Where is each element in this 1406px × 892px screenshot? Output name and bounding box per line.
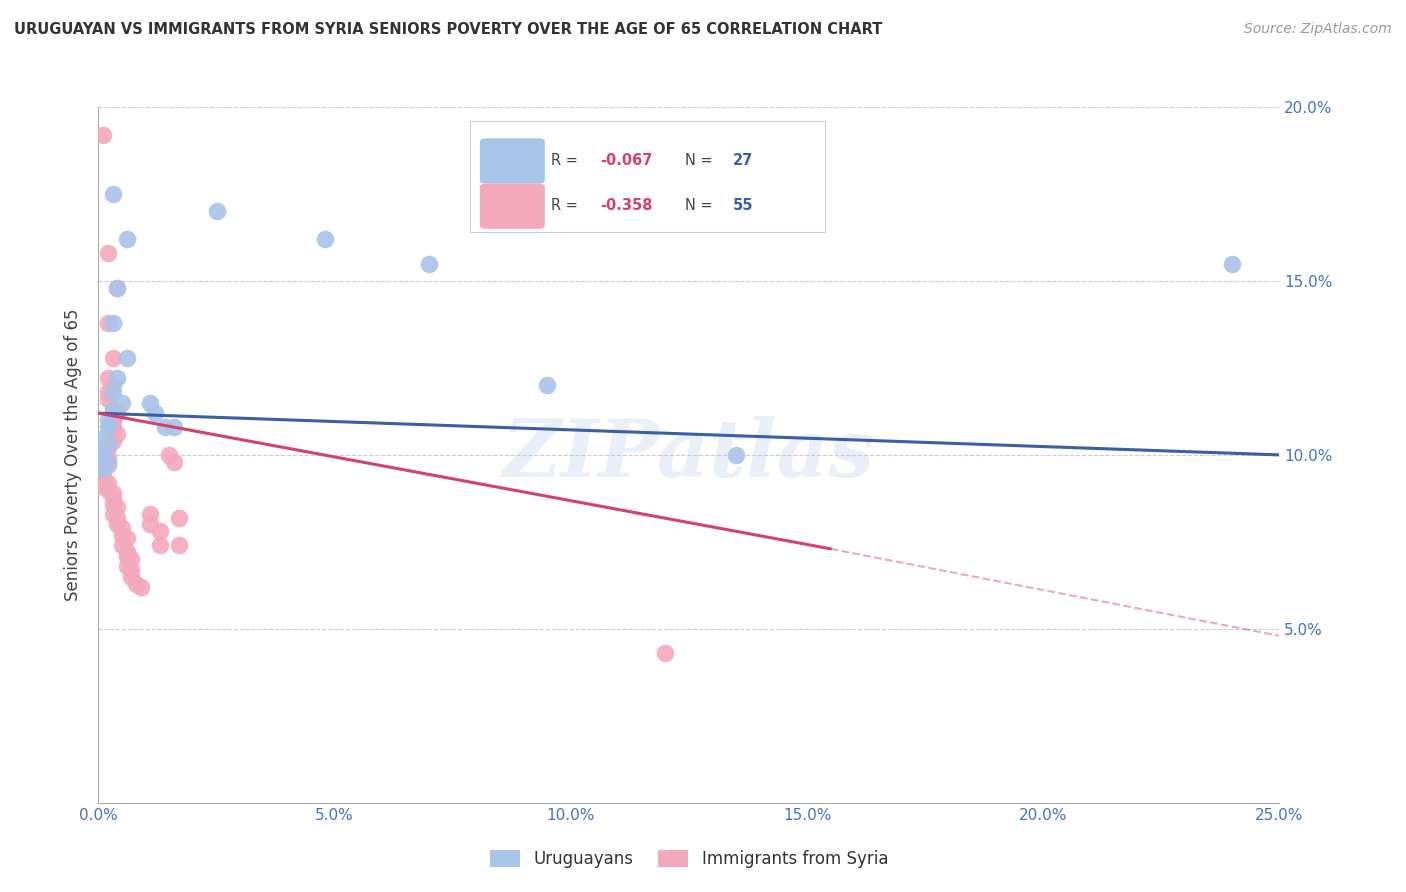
Text: R =: R = <box>551 198 582 213</box>
Point <box>115 559 138 574</box>
Point <box>97 371 120 385</box>
Point <box>101 434 124 448</box>
Point <box>167 538 190 552</box>
Point <box>91 448 114 462</box>
Point <box>143 406 166 420</box>
Point <box>105 510 128 524</box>
Legend: Uruguayans, Immigrants from Syria: Uruguayans, Immigrants from Syria <box>484 843 894 874</box>
Point <box>149 524 172 539</box>
Point <box>111 396 134 410</box>
Point <box>139 507 162 521</box>
Point <box>167 510 190 524</box>
Point <box>139 517 162 532</box>
Point <box>418 256 440 270</box>
Point <box>97 441 120 455</box>
Point <box>105 281 128 295</box>
Point <box>153 420 176 434</box>
Point <box>97 392 120 407</box>
Text: 27: 27 <box>733 153 752 168</box>
Point <box>101 378 124 392</box>
Point <box>1220 256 1243 270</box>
Point <box>157 448 180 462</box>
Point <box>115 351 138 365</box>
Point <box>101 402 124 417</box>
Point <box>101 497 124 511</box>
Point <box>105 500 128 514</box>
Point <box>101 490 124 504</box>
Point <box>97 483 120 497</box>
Point <box>101 507 124 521</box>
Point <box>139 396 162 410</box>
Point <box>101 187 124 202</box>
Point <box>97 385 120 400</box>
Point <box>97 316 120 330</box>
Point <box>101 420 124 434</box>
Point <box>105 406 128 420</box>
FancyBboxPatch shape <box>479 184 546 229</box>
Text: URUGUAYAN VS IMMIGRANTS FROM SYRIA SENIORS POVERTY OVER THE AGE OF 65 CORRELATIO: URUGUAYAN VS IMMIGRANTS FROM SYRIA SENIO… <box>14 22 883 37</box>
Point <box>91 455 114 469</box>
Point <box>111 538 134 552</box>
Point <box>163 455 186 469</box>
Text: Source: ZipAtlas.com: Source: ZipAtlas.com <box>1244 22 1392 37</box>
Point <box>115 549 138 563</box>
Text: ZIPatlas: ZIPatlas <box>503 417 875 493</box>
Point <box>205 204 228 219</box>
Point <box>105 281 128 295</box>
Point <box>105 427 128 442</box>
Point <box>163 420 186 434</box>
Point <box>91 472 114 486</box>
Point <box>101 486 124 500</box>
Point <box>91 479 114 493</box>
Point <box>121 563 143 577</box>
Point <box>101 316 124 330</box>
Text: R =: R = <box>551 153 582 168</box>
Text: -0.067: -0.067 <box>600 153 652 168</box>
Point <box>314 232 336 246</box>
Point <box>97 451 120 466</box>
Point <box>536 378 558 392</box>
Point <box>91 448 114 462</box>
Point <box>111 528 134 542</box>
Point <box>97 420 120 434</box>
Point <box>101 402 124 417</box>
Point <box>87 468 110 483</box>
Point <box>115 545 138 559</box>
Point <box>129 580 152 594</box>
Point <box>101 385 124 400</box>
Point <box>111 521 134 535</box>
FancyBboxPatch shape <box>479 138 546 184</box>
Point <box>97 413 120 427</box>
Point <box>91 462 114 476</box>
Point <box>115 232 138 246</box>
Text: N =: N = <box>685 198 717 213</box>
Text: 55: 55 <box>733 198 754 213</box>
Point <box>115 532 138 546</box>
Point <box>97 437 120 451</box>
Point <box>725 448 748 462</box>
Point <box>97 455 120 469</box>
Point <box>125 576 148 591</box>
Point <box>91 462 114 476</box>
Point <box>149 538 172 552</box>
Point <box>97 458 120 473</box>
Point <box>97 246 120 260</box>
Point <box>121 570 143 584</box>
Text: -0.358: -0.358 <box>600 198 652 213</box>
Point <box>105 371 128 385</box>
Point <box>121 552 143 566</box>
FancyBboxPatch shape <box>471 121 825 232</box>
Text: N =: N = <box>685 153 717 168</box>
Point <box>105 517 128 532</box>
Point <box>654 646 676 660</box>
Point <box>101 351 124 365</box>
Point <box>97 475 120 490</box>
Y-axis label: Seniors Poverty Over the Age of 65: Seniors Poverty Over the Age of 65 <box>65 309 83 601</box>
Point <box>91 128 114 142</box>
Point <box>91 466 114 480</box>
Point <box>101 413 124 427</box>
Point <box>91 431 114 445</box>
Point <box>91 444 114 458</box>
